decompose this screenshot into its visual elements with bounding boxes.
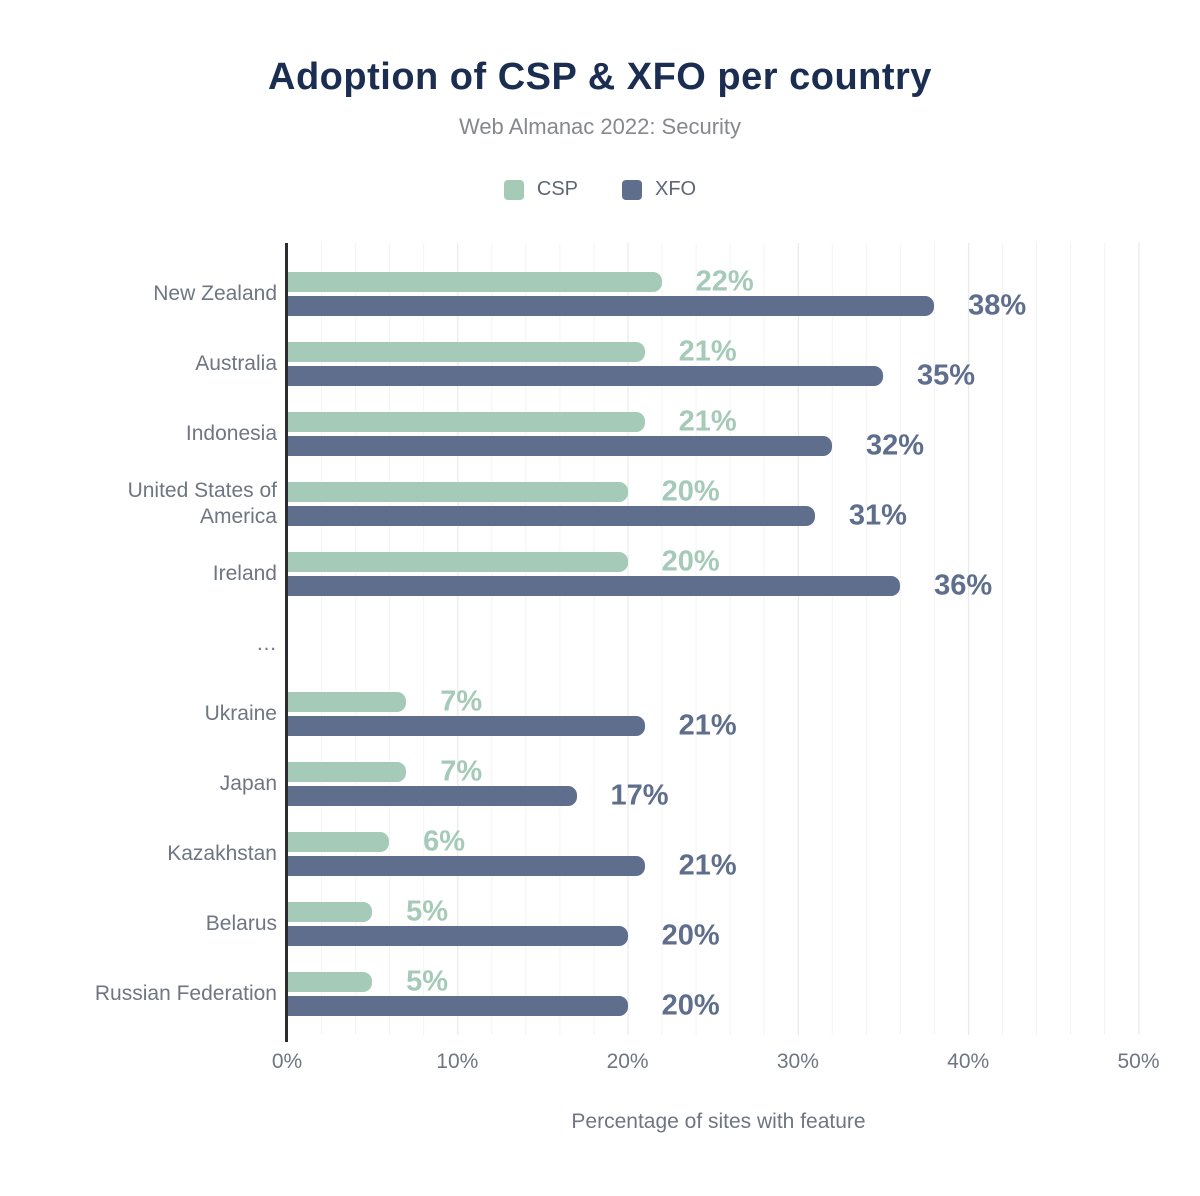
value-label-csp: 6% — [423, 825, 466, 858]
category-label: Australia — [195, 352, 277, 375]
bar-xfo: 32% — [287, 430, 924, 462]
category-label: Kazakhstan — [167, 842, 277, 865]
x-axis-title: Percentage of sites with feature — [571, 1110, 866, 1133]
category-label: Indonesia — [185, 422, 277, 445]
y-axis-line — [285, 243, 288, 1042]
category-label: United States of America — [127, 479, 277, 528]
value-label-csp: 21% — [678, 405, 737, 438]
bar-csp: 20% — [287, 476, 720, 508]
value-label-csp: 20% — [661, 475, 720, 508]
value-label-xfo: 20% — [661, 989, 720, 1022]
category-label: Belarus — [205, 912, 277, 935]
xfo-legend-label: XFO — [655, 178, 697, 200]
bar-xfo: 35% — [287, 360, 975, 392]
value-label-xfo: 21% — [678, 709, 737, 742]
x-tick-label: 10% — [436, 1050, 479, 1073]
bar-csp: 5% — [287, 966, 448, 998]
x-tick-label: 0% — [271, 1050, 303, 1073]
value-label-xfo: 35% — [917, 359, 976, 392]
legend-item-csp: CSP — [503, 178, 578, 201]
value-label-xfo: 31% — [848, 499, 907, 532]
bar-xfo: 21% — [287, 850, 737, 882]
legend-item-xfo: XFO — [622, 178, 696, 201]
category-label: Japan — [219, 772, 277, 795]
xfo-legend-swatch — [622, 179, 642, 200]
category-label: Ireland — [212, 562, 277, 585]
value-label-xfo: 17% — [610, 779, 669, 812]
bar-xfo: 36% — [287, 570, 992, 602]
bar-csp: 21% — [287, 406, 737, 438]
value-label-csp: 22% — [695, 265, 754, 298]
bar-csp: 7% — [287, 686, 482, 718]
category-labels: New Zealand Australia Indonesia United Stat… — [0, 243, 277, 1035]
bar-csp: 6% — [287, 826, 465, 858]
value-label-csp: 5% — [406, 895, 449, 928]
value-label-xfo: 21% — [678, 849, 737, 882]
bar-csp: 21% — [287, 336, 737, 368]
bar-csp: 20% — [287, 546, 720, 578]
bar-xfo: 38% — [287, 290, 1026, 322]
ellipsis-label: … — [256, 632, 277, 655]
value-label-csp: 20% — [661, 545, 720, 578]
category-label: Russian Federation — [94, 982, 277, 1005]
csp-legend-swatch — [503, 179, 524, 200]
legend: CSP XFO — [0, 178, 1200, 201]
category-label: New Zealand — [153, 282, 277, 305]
x-tick-label: 20% — [606, 1050, 649, 1073]
value-label-csp: 21% — [678, 335, 737, 368]
value-label-csp: 7% — [440, 685, 483, 718]
value-label-xfo: 38% — [968, 289, 1027, 322]
chart-subtitle: Web Almanac 2022: Security — [458, 114, 742, 139]
value-label-csp: 5% — [406, 965, 449, 998]
bar-csp: 5% — [287, 896, 448, 928]
bar-xfo: 31% — [287, 500, 907, 532]
x-tick-label: 50% — [1117, 1050, 1160, 1073]
csp-legend-label: CSP — [536, 178, 578, 200]
plot-area: 22% 38% 21% 35% 21% 32% 20% 31% 20% 36% 7% 21% 7% 17%… — [287, 243, 1150, 1035]
x-axis-ticks: 0% 10% 20% 30% 40% 50% — [272, 1050, 1160, 1078]
chart-title: Adoption of CSP & XFO per country — [268, 56, 932, 98]
bar-xfo: 21% — [287, 710, 737, 742]
value-label-csp: 7% — [440, 755, 483, 788]
value-label-xfo: 32% — [865, 429, 924, 462]
bar-xfo: 17% — [287, 780, 669, 812]
value-label-xfo: 36% — [934, 569, 993, 602]
x-tick-label: 30% — [776, 1050, 819, 1073]
value-label-xfo: 20% — [661, 919, 720, 952]
bar-csp: 7% — [287, 756, 482, 788]
bar-xfo: 20% — [287, 920, 720, 952]
x-tick-label: 40% — [947, 1050, 990, 1073]
category-label: Ukraine — [204, 702, 277, 725]
bar-xfo: 20% — [287, 990, 720, 1022]
bar-csp: 22% — [287, 266, 754, 298]
